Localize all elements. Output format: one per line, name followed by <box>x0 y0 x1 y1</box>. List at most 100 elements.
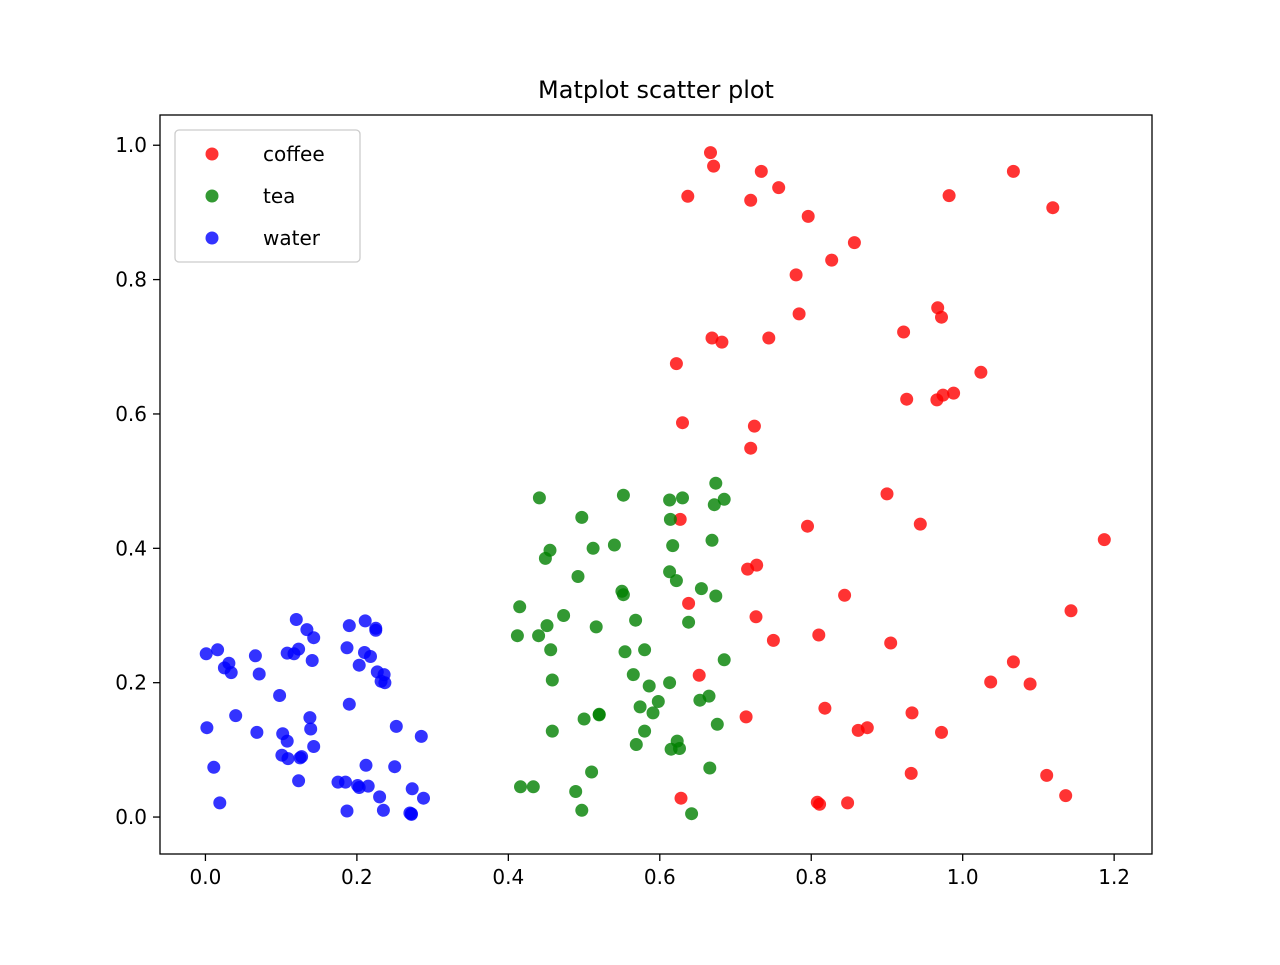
water-point <box>340 804 354 818</box>
tea-point <box>646 706 660 720</box>
coffee-point <box>812 628 826 642</box>
tea-point <box>592 708 606 722</box>
coffee-point <box>715 335 729 349</box>
coffee-point <box>1006 655 1020 669</box>
water-point <box>417 791 430 805</box>
legend-label: water <box>263 226 321 250</box>
x-tick-label: 0.4 <box>492 865 524 889</box>
coffee-point <box>904 766 918 780</box>
coffee-point <box>681 189 695 203</box>
chart-title: Matplot scatter plot <box>538 76 774 104</box>
coffee-point <box>704 146 717 160</box>
water-point <box>273 689 287 702</box>
y-tick-label: 0.4 <box>115 536 147 560</box>
water-point <box>369 623 383 637</box>
tea-point <box>571 570 585 583</box>
legend-marker <box>205 231 219 245</box>
tea-point <box>710 717 724 731</box>
water-point <box>303 711 317 725</box>
coffee-point <box>750 558 764 572</box>
coffee-point <box>766 633 780 647</box>
tea-point <box>642 679 656 693</box>
coffee-point <box>813 797 827 811</box>
coffee-point <box>801 519 814 533</box>
water-point <box>373 790 387 804</box>
water-point <box>280 646 294 660</box>
coffee-point <box>838 588 852 602</box>
coffee-point <box>762 331 776 345</box>
coffee-point <box>825 253 839 267</box>
tea-point <box>676 491 689 505</box>
water-point <box>404 807 418 821</box>
coffee-point <box>884 636 898 650</box>
coffee-point <box>1006 164 1020 178</box>
coffee-point <box>754 164 768 178</box>
coffee-point <box>705 331 719 345</box>
coffee-point <box>669 357 683 371</box>
water-point <box>361 779 375 793</box>
x-tick-label: 0.8 <box>795 865 827 889</box>
tea-point <box>663 676 677 690</box>
coffee-point <box>676 416 689 430</box>
tea-point <box>585 765 599 779</box>
water-point <box>248 649 262 663</box>
tea-point <box>545 673 559 687</box>
axes-frame <box>159 114 1153 855</box>
tea-point <box>709 476 723 490</box>
water-point <box>307 631 321 645</box>
coffee-point <box>789 268 803 282</box>
water-point <box>199 647 213 661</box>
tea-point <box>557 609 571 622</box>
coffee-point <box>772 181 786 195</box>
water-point <box>376 803 390 817</box>
coffee-point <box>984 675 998 689</box>
water-point <box>405 782 419 796</box>
tea-point <box>638 643 652 657</box>
water-point <box>213 796 227 810</box>
x-tick-label: 0.0 <box>190 865 222 889</box>
series-water <box>199 613 430 821</box>
water-point <box>340 641 354 655</box>
coffee-point <box>860 721 874 735</box>
water-point <box>359 758 373 772</box>
water-point <box>229 709 243 723</box>
tea-point <box>663 565 677 579</box>
tea-point <box>577 712 591 726</box>
y-tick-label: 0.8 <box>115 268 147 292</box>
tea-point <box>513 600 527 614</box>
series-coffee <box>669 146 1111 811</box>
legend-marker <box>205 189 219 203</box>
x-tick-label: 0.6 <box>644 865 676 889</box>
coffee-point <box>947 386 961 400</box>
tea-point <box>707 498 721 512</box>
water-point <box>211 643 225 657</box>
legend-item-water: water <box>205 226 321 250</box>
coffee-point <box>747 419 761 433</box>
tea-point <box>705 533 719 547</box>
x-axis: 0.0 0.2 0.4 0.6 0.8 1.0 1.2 <box>190 854 1130 889</box>
water-point <box>352 658 366 672</box>
water-point <box>342 619 356 633</box>
tea-point <box>514 780 527 794</box>
water-point <box>252 667 266 681</box>
tea-point <box>575 510 589 524</box>
water-point <box>292 774 306 788</box>
tea-point <box>607 538 621 552</box>
tea-point <box>638 724 652 738</box>
tea-point <box>717 492 731 506</box>
tea-point <box>526 780 540 794</box>
y-axis: 0.0 0.2 0.4 0.6 0.8 1.0 <box>115 133 160 829</box>
coffee-point <box>739 710 753 724</box>
coffee-point <box>905 706 919 720</box>
tea-point <box>532 629 546 643</box>
tea-point <box>544 643 558 657</box>
x-tick-label: 0.2 <box>341 865 373 889</box>
water-point <box>250 725 264 739</box>
coffee-point <box>1046 201 1060 215</box>
water-point <box>389 719 403 733</box>
tea-point <box>538 551 552 565</box>
water-point <box>304 722 318 736</box>
tea-point <box>669 574 683 588</box>
